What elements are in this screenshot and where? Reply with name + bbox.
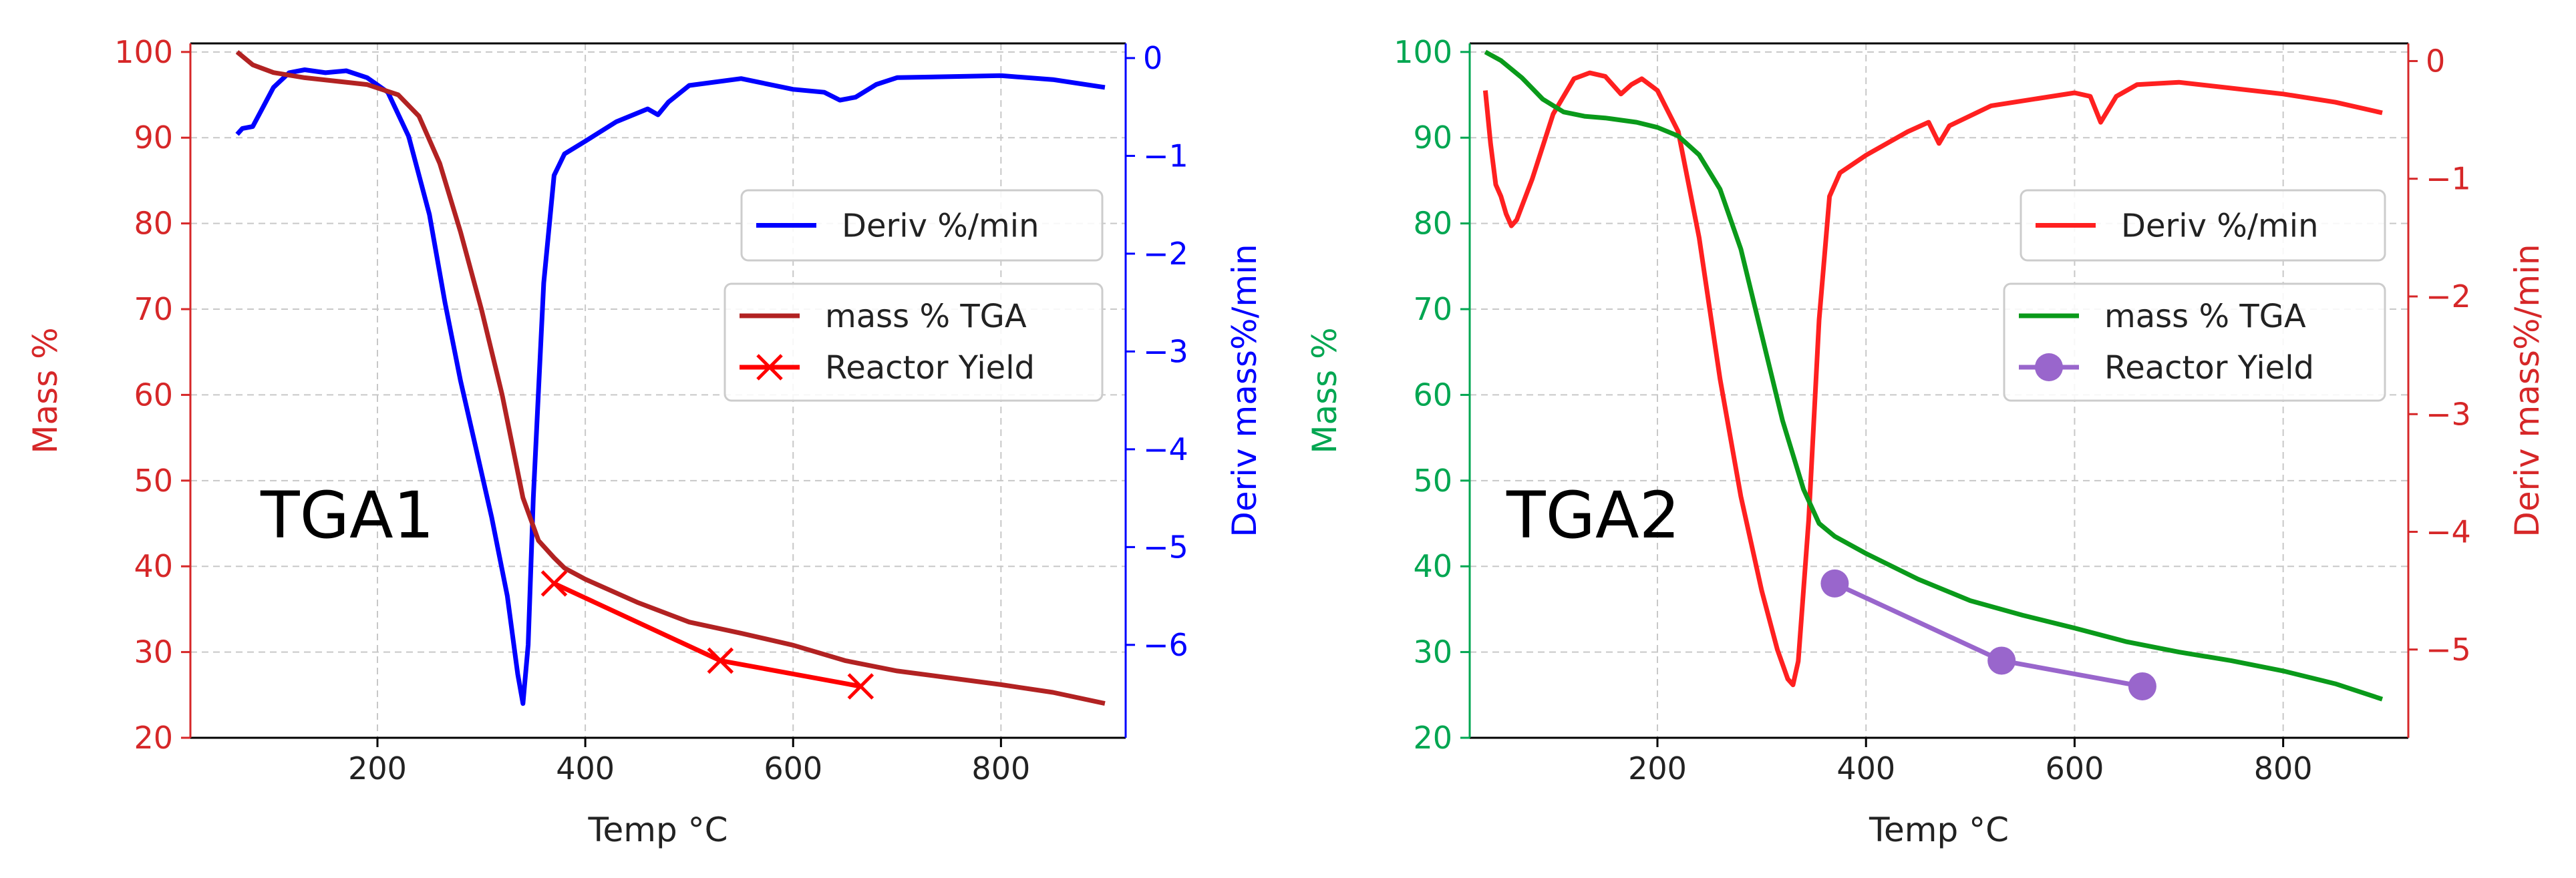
y-left-axis-label: Mass % <box>26 327 65 453</box>
legend-frame <box>2003 282 2386 402</box>
legend-mass-box: mass % TGA Reactor Yield <box>2003 282 2386 402</box>
yield-point-circle-marker <box>2128 672 2156 700</box>
y-right-tick-label: 0 <box>2426 43 2445 79</box>
y-right-axis-label: Deriv mass%/min <box>2508 244 2547 537</box>
y-right-tick-label: 0 <box>1143 40 1162 76</box>
y-left-tick-label: 30 <box>1413 634 1452 670</box>
marker-stroke <box>540 570 568 597</box>
y-left-tick-label: 30 <box>134 634 173 670</box>
yield-point-x-marker <box>707 647 734 674</box>
x-tick-label: 800 <box>971 750 1030 787</box>
x-axis-label: Temp °C <box>587 811 728 849</box>
x-tick-label: 200 <box>348 750 407 787</box>
y-right-tick-label: −4 <box>2426 514 2471 550</box>
series-line-deriv <box>1482 70 2383 688</box>
chart-panel-tga2: 200 400 600 800 Temp °C 20 30 40 50 60 70 80 90 100 Ma… <box>1305 34 2547 849</box>
x-tick-label: 400 <box>1836 750 1895 787</box>
legend-label-deriv: Deriv %/min <box>2121 208 2319 245</box>
panel-label: TGA1 <box>260 478 434 553</box>
y-right-tick-label: −1 <box>1143 138 1188 174</box>
y-left-tick-label: 40 <box>1413 548 1452 584</box>
x-tick-label: 400 <box>556 750 615 787</box>
yield-point-circle-marker <box>1820 569 1849 598</box>
panel-label: TGA2 <box>1506 478 1680 553</box>
legend-label-mass: mass % TGA <box>2104 298 2306 335</box>
y-left-tick-label: 20 <box>1413 720 1452 756</box>
chart-panel-tga1: 200 400 600 800 Temp °C 20 30 40 50 60 70 80 90 100 Ma… <box>26 34 1264 849</box>
y-right-tick-label: −5 <box>1143 529 1188 565</box>
grid <box>190 43 1126 738</box>
y-left-tick-label: 90 <box>134 120 173 156</box>
legend-frame <box>723 282 1104 402</box>
y-left-tick-label: 60 <box>1413 377 1452 413</box>
legend-frame <box>2020 189 2386 262</box>
marker-stroke <box>707 647 734 674</box>
legend-frame <box>740 189 1104 262</box>
y-left-tick-label: 50 <box>1413 463 1452 499</box>
legend-label-yield: Reactor Yield <box>2104 349 2314 387</box>
y-left-tick-label: 100 <box>114 34 173 70</box>
y-left-tick-label: 80 <box>1413 206 1452 242</box>
yield-point-x-marker <box>540 570 568 597</box>
y-right-tick-label: −6 <box>1143 627 1188 663</box>
yield-point-x-marker <box>847 673 874 700</box>
y-right-tick-label: −2 <box>2426 278 2471 314</box>
y-right-tick-label: −1 <box>2426 161 2471 197</box>
series-line-reactor-yield <box>552 581 861 689</box>
x-tick-label: 600 <box>764 750 822 787</box>
legend-marker-x <box>756 354 783 381</box>
y-left-tick-label: 70 <box>1413 291 1452 327</box>
legend-label-mass: mass % TGA <box>825 298 1027 335</box>
yield-point-circle-marker <box>1987 646 2016 675</box>
y-left-axis-label: Mass % <box>1305 327 1344 453</box>
legend-deriv-box: Deriv %/min <box>740 189 1104 262</box>
x-tick-label: 600 <box>2046 750 2104 787</box>
y-right-tick-label: −5 <box>2426 632 2471 668</box>
y-right-tick-label: −2 <box>1143 236 1188 272</box>
marker-stroke <box>847 673 874 700</box>
y-left-tick-label: 80 <box>134 206 173 242</box>
series-line-mass <box>1484 49 2384 702</box>
legend-marker-circle <box>2035 353 2063 381</box>
y-right-tick-label: −3 <box>2426 396 2471 432</box>
y-right-tick-label: −3 <box>1143 333 1188 369</box>
series-line-mass <box>235 50 1106 706</box>
y-left-tick-label: 40 <box>134 548 173 584</box>
y-right-axis-label: Deriv mass%/min <box>1225 244 1264 537</box>
x-axis-label: Temp °C <box>1869 811 2009 849</box>
y-left-tick-label: 50 <box>134 463 173 499</box>
y-left-tick-label: 20 <box>134 720 173 756</box>
legend-deriv-box: Deriv %/min <box>2020 189 2386 262</box>
y-left-tick-label: 70 <box>134 291 173 327</box>
y-left-tick-label: 60 <box>134 377 173 413</box>
y-right-tick-label: −4 <box>1143 431 1188 467</box>
y-left-tick-label: 90 <box>1413 120 1452 156</box>
x-tick-label: 800 <box>2254 750 2313 787</box>
legend-label-deriv: Deriv %/min <box>842 208 1039 245</box>
legend-label-yield: Reactor Yield <box>825 349 1035 387</box>
legend-mass-box: mass % TGA Reactor Yield <box>723 282 1104 402</box>
y-left-tick-label: 100 <box>1394 34 1452 70</box>
x-tick-label: 200 <box>1628 750 1687 787</box>
series-line-deriv <box>235 67 1106 706</box>
